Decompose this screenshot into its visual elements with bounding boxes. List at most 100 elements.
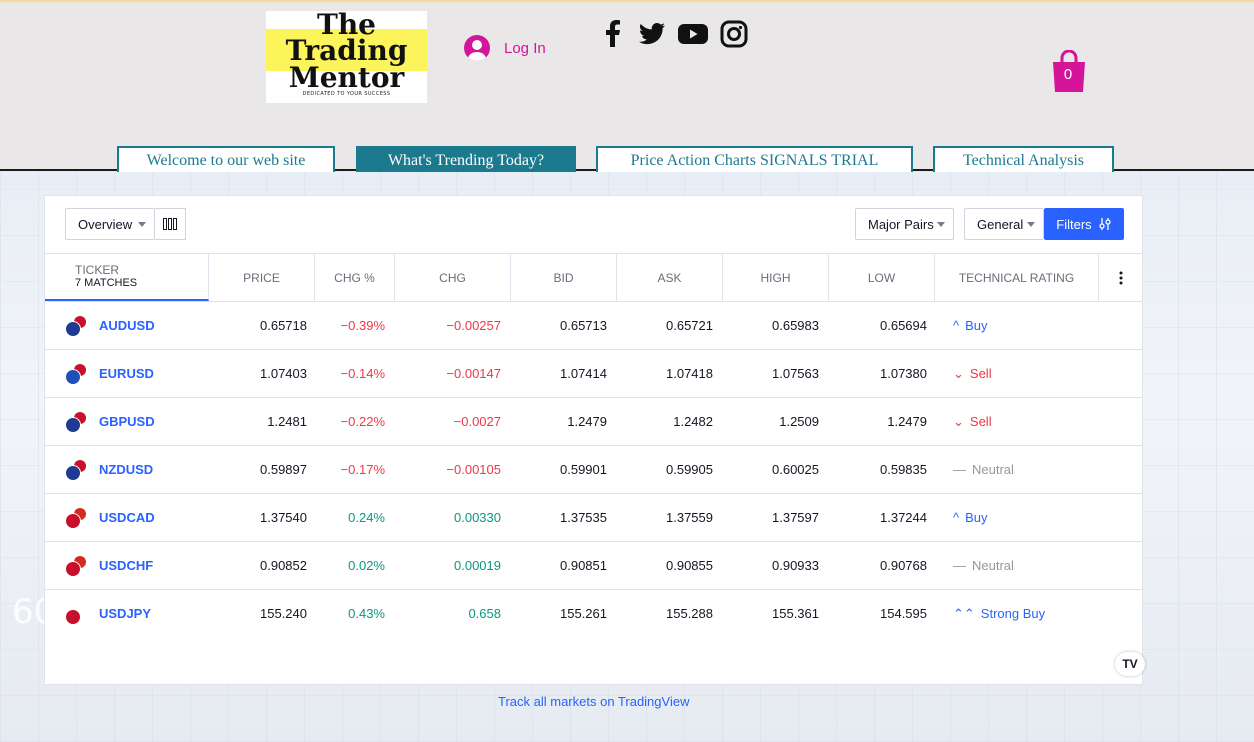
tab-welcome[interactable]: Welcome to our web site [117,146,335,173]
base-flag-icon [65,320,81,337]
chg-cell: −0.00105 [446,462,501,477]
sliders-icon [1099,218,1111,230]
chg-pct-cell: 0.02% [348,558,385,573]
ticker-symbol[interactable]: NZDUSD [99,462,154,477]
table-row[interactable]: GBPUSD 1.2481 −0.22% −0.0027 1.2479 1.2482 1.2… [45,398,1142,446]
rating-arrow-icon: ⌄ [953,365,964,381]
rating-label: Sell [969,366,992,381]
price-cell: 1.07403 [260,366,307,381]
vertical-dots-icon [1119,271,1122,284]
col-price[interactable]: PRICE [209,254,315,301]
table-row[interactable]: USDCAD 1.37540 0.24% 0.00330 1.37535 1.37559 1… [45,494,1142,542]
instagram-icon[interactable] [720,20,748,48]
ticker-symbol[interactable]: USDJPY [99,606,152,621]
currency-flag-icon [65,602,89,625]
currency-flag-icon [65,506,89,529]
twitter-icon[interactable] [638,21,666,47]
currency-flag-icon [65,362,89,385]
col-ticker[interactable]: TICKER 7 MATCHES [45,254,209,301]
ticker-cell: NZDUSD [65,446,235,493]
currency-flag-icon [65,458,89,481]
base-flag-icon [65,416,81,433]
tradingview-logo[interactable]: TV [1115,652,1145,676]
ticker-symbol[interactable]: AUDUSD [99,318,155,333]
ticker-cell: EURUSD [65,350,235,397]
ticker-symbol[interactable]: USDCAD [99,510,155,525]
rating-arrow-icon: — [953,558,966,573]
shopping-bag-icon [1053,49,1085,92]
view-select-label: Overview [78,216,133,232]
chg-pct-cell: −0.17% [340,462,385,477]
price-cell: 155.240 [260,606,307,621]
chg-pct-cell: 0.43% [348,606,385,621]
chevron-down-icon [138,222,146,227]
rating-arrow-icon: ^ [953,318,960,333]
login-label: Log In [504,39,546,57]
col-high[interactable]: HIGH [723,254,829,301]
col-bid[interactable]: BID [511,254,617,301]
view-select[interactable]: Overview [65,208,155,240]
table-row[interactable]: USDCHF 0.90852 0.02% 0.00019 0.90851 0.90855 0… [45,542,1142,590]
ask-cell: 1.2482 [673,414,713,429]
low-cell: 0.90768 [880,558,927,573]
chg-pct-cell: 0.24% [348,510,385,525]
table-row[interactable]: EURUSD 1.07403 −0.14% −0.00147 1.07414 1.0741… [45,350,1142,398]
rating-label: Strong Buy [980,606,1046,621]
tab-whats-trending[interactable]: What's Trending Today? [356,146,576,173]
login-button[interactable]: Log In [464,35,546,61]
cart-button[interactable]: 0 [1051,49,1087,94]
bid-cell: 0.59901 [560,462,607,477]
general-select-label: General [977,216,1024,232]
facebook-icon[interactable] [600,20,626,48]
general-select[interactable]: General [964,208,1044,240]
filters-label: Filters [1056,216,1092,232]
ticker-cell: GBPUSD [65,398,235,445]
market-screener-widget: Overview Major Pairs General Filters TIC… [44,195,1145,685]
site-logo[interactable]: The Trading Mentor DEDICATED TO YOUR SUC… [266,11,427,103]
pairs-select[interactable]: Major Pairs [855,208,954,240]
currency-flag-icon [65,314,89,337]
col-chg-pct[interactable]: CHG % [315,254,395,301]
ticker-symbol[interactable]: GBPUSD [99,414,155,429]
ticker-symbol[interactable]: USDCHF [99,558,154,573]
table-header: TICKER 7 MATCHES PRICE CHG % CHG BID ASK… [45,253,1142,302]
tab-technical-analysis[interactable]: Technical Analysis [933,146,1114,173]
high-cell: 0.65983 [772,318,819,333]
ticker-cell: AUDUSD [65,302,235,349]
col-chg[interactable]: CHG [395,254,511,301]
col-ask[interactable]: ASK [617,254,723,301]
chg-pct-cell: −0.39% [340,318,385,333]
logo-line-1: The [316,11,376,41]
bid-cell: 1.2479 [567,414,607,429]
high-cell: 1.37597 [772,510,819,525]
ask-cell: 0.65721 [666,318,713,333]
technical-rating-cell: ^ Buy [953,494,1103,541]
social-links [600,20,748,48]
youtube-icon[interactable] [678,22,708,46]
chg-cell: 0.658 [468,606,501,621]
bid-cell: 0.90851 [560,558,607,573]
more-options-button[interactable] [1099,254,1142,301]
ticker-cell: USDCHF [65,542,235,589]
low-cell: 1.2479 [887,414,927,429]
ticker-symbol[interactable]: EURUSD [99,366,154,381]
base-flag-icon [65,512,81,529]
columns-button[interactable] [155,208,186,240]
table-row[interactable]: NZDUSD 0.59897 −0.17% −0.00105 0.59901 0.5990… [45,446,1142,494]
col-low[interactable]: LOW [829,254,935,301]
ticker-cell: USDJPY [65,590,235,637]
high-cell: 0.60025 [772,462,819,477]
table-row[interactable]: USDJPY 155.240 0.43% 0.658 155.261 155.288 155… [45,590,1142,638]
col-technical-rating[interactable]: TECHNICAL RATING [935,254,1099,301]
logo-line-3: Mentor [288,61,405,94]
tab-price-action-signals[interactable]: Price Action Charts SIGNALS TRIAL [596,146,913,173]
table-row[interactable]: AUDUSD 0.65718 −0.39% −0.00257 0.65713 0.6572… [45,302,1142,350]
filters-button[interactable]: Filters [1044,208,1124,240]
track-markets-link[interactable]: Track all markets on TradingView [498,694,690,709]
matches-count: 7 MATCHES [75,276,138,289]
columns-icon [163,218,177,230]
ask-cell: 0.59905 [666,462,713,477]
bid-cell: 155.261 [560,606,607,621]
ask-cell: 0.90855 [666,558,713,573]
avatar-icon [464,35,490,61]
